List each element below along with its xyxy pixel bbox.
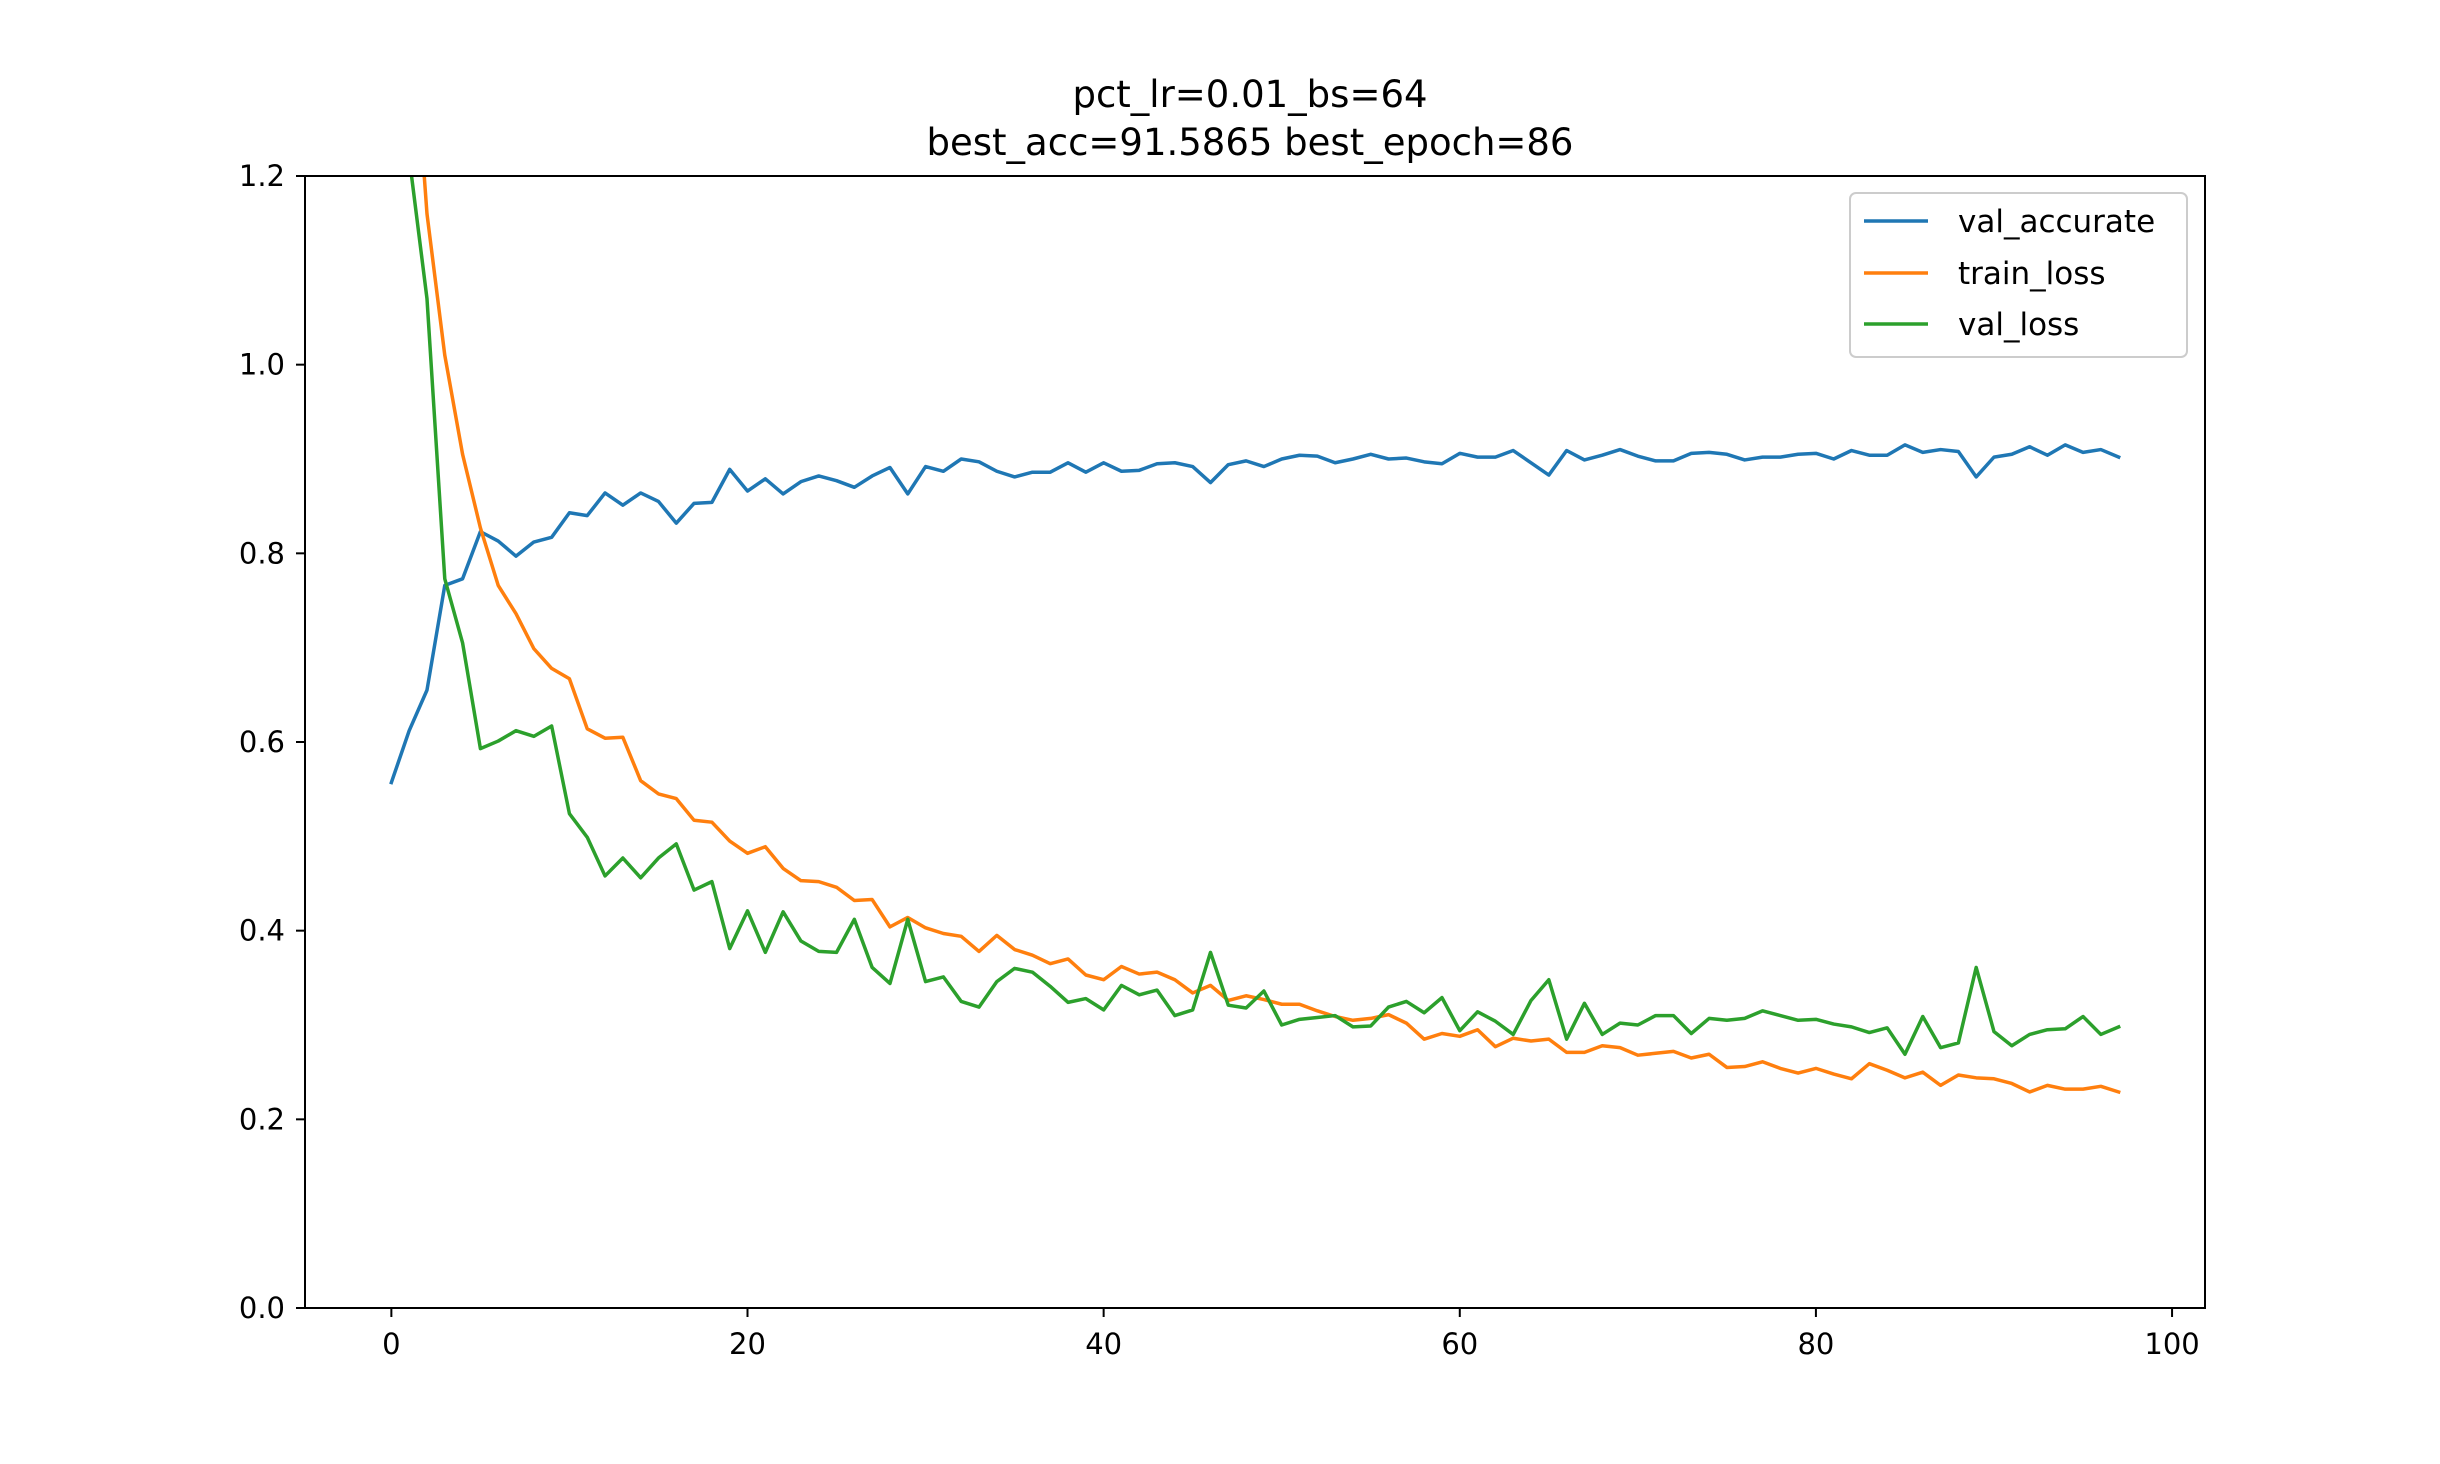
legend-label-train-loss: train_loss [1958,256,2106,292]
x-tick-label: 0 [382,1327,400,1361]
y-tick-label: 0.8 [239,536,285,570]
x-tick-label: 80 [1797,1327,1834,1361]
y-axis: 0.0 0.2 0.4 0.6 0.8 1.0 1.2 [239,159,305,1325]
legend-box [1849,192,2188,358]
series-layer [389,176,2121,1095]
x-axis: 0 20 40 60 80 100 [382,1308,2200,1361]
x-tick-label: 60 [1441,1327,1478,1361]
y-tick-label: 1.0 [239,348,285,382]
x-tick-label: 100 [2144,1327,2199,1361]
series-line-val-accurate [389,443,2121,785]
y-tick-label: 1.2 [239,159,285,193]
y-tick-label: 0.2 [239,1102,285,1136]
y-tick-label: 0.6 [239,725,285,759]
chart-title-line-1: pct_lr=0.01_bs=64 [1072,73,1427,116]
x-tick-label: 20 [729,1327,766,1361]
y-tick-label: 0.0 [239,1291,285,1325]
legend: val_accurate train_loss val_loss [1849,192,2188,358]
y-tick-label: 0.4 [239,914,285,948]
legend-label-val-accurate: val_accurate [1958,204,2155,240]
chart-title-line-2: best_acc=91.5865 best_epoch=86 [927,121,1574,164]
x-tick-label: 40 [1085,1327,1122,1361]
series-line-val-loss [409,176,2121,1056]
legend-label-val-loss: val_loss [1958,307,2079,343]
